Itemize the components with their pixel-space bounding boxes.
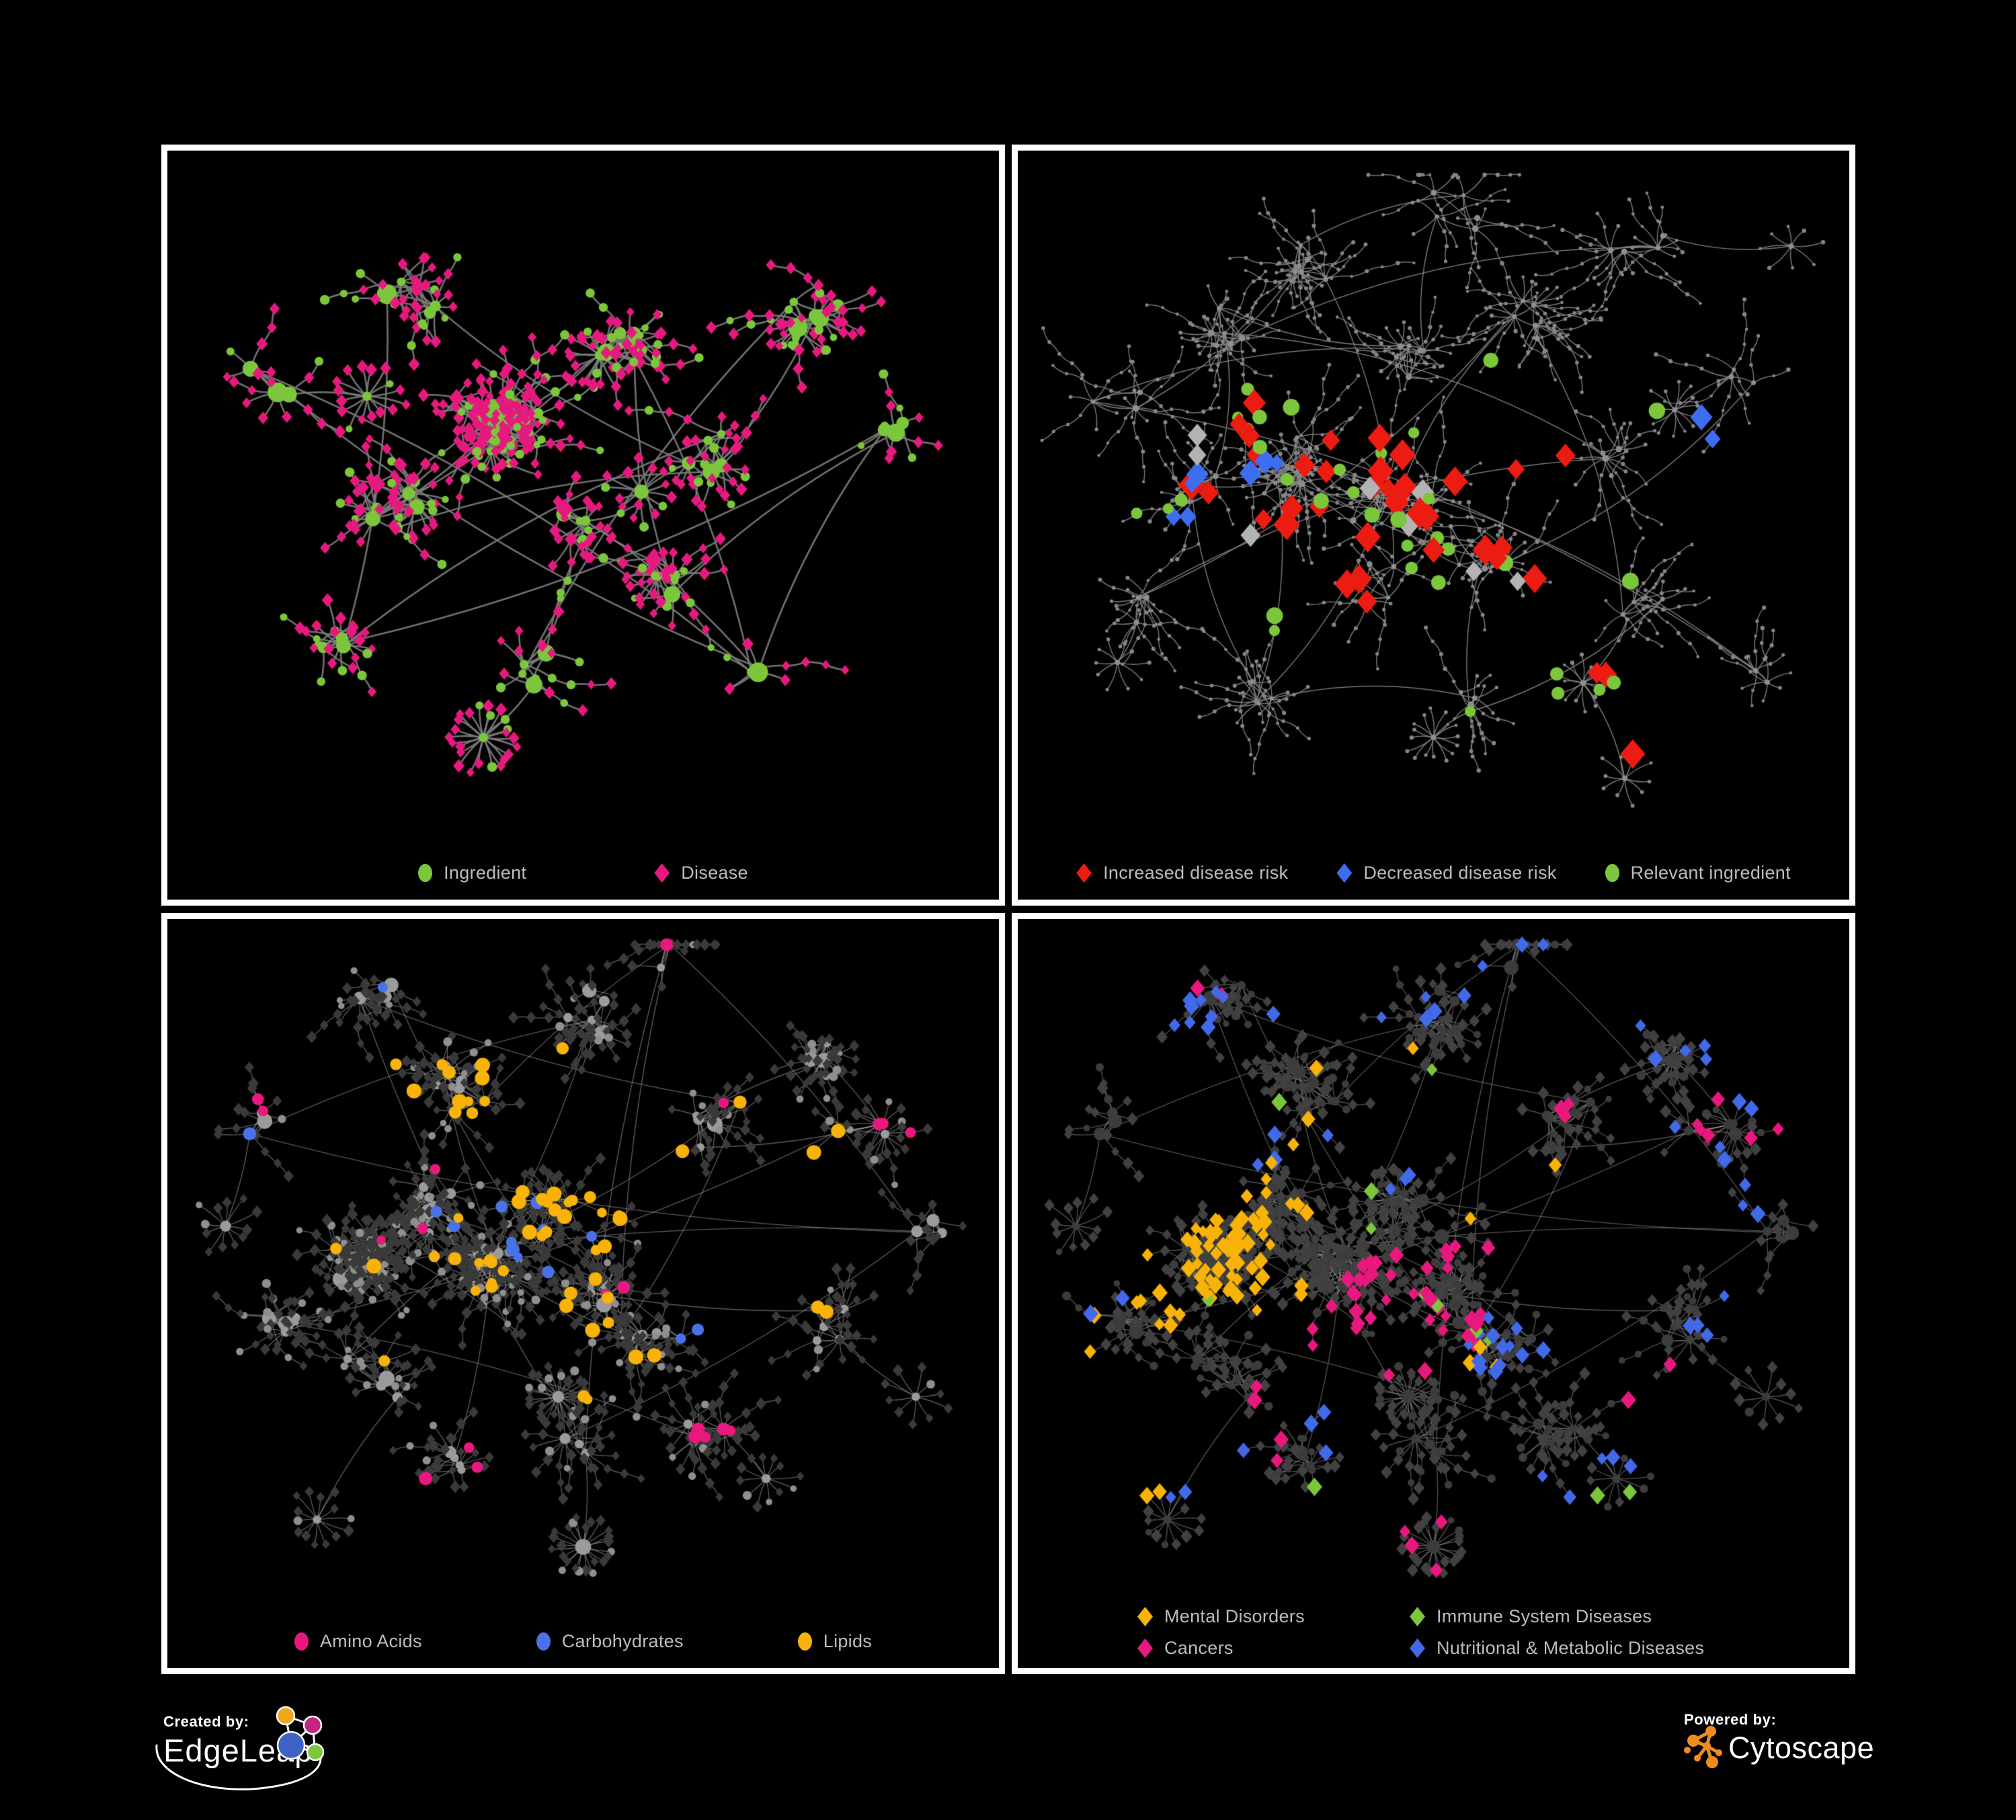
edgeleap-logo-node-green (306, 1743, 325, 1762)
legend-item: Carbohydrates (536, 1631, 684, 1652)
legend-1: Ingredient Disease (167, 863, 999, 883)
created-by-label: Created by: (163, 1713, 249, 1730)
diamond-marker (1076, 863, 1092, 883)
legend-item: Nutritional & Metabolic Diseases (1410, 1638, 1704, 1659)
edgeleap-logo (276, 1706, 325, 1762)
network-panel-ingredient-disease: Ingredient Disease (161, 145, 1005, 906)
network-canvas-3[interactable] (167, 919, 999, 1601)
legend-item: Relevant ingredient (1605, 863, 1791, 883)
edgeleap-logo-node-pink (303, 1715, 323, 1735)
legend-label: Carbohydrates (561, 1631, 684, 1651)
legend-label: Lipids (823, 1631, 873, 1651)
legend-item: Immune System Diseases (1410, 1606, 1704, 1627)
network-panel-disease-class: Mental Disorders Immune System Diseases Ca… (1012, 913, 1855, 1674)
circle-marker (536, 1632, 551, 1651)
legend-item: Increased disease risk (1076, 863, 1288, 883)
legend-2: Increased disease risk Decreased disease … (1018, 863, 1849, 883)
network-canvas-2[interactable] (1018, 151, 1849, 833)
legend-item: Mental Disorders (1137, 1606, 1410, 1627)
diamond-marker (1137, 1607, 1153, 1626)
legend-label: Mental Disorders (1164, 1606, 1305, 1626)
circle-marker (1605, 864, 1619, 882)
diamond-marker (1410, 1638, 1425, 1658)
network-canvas-4[interactable] (1018, 919, 1849, 1601)
legend-label: Ingredient (444, 863, 527, 883)
legend-item: Amino Acids (294, 1631, 422, 1652)
legend-item: Cancers (1137, 1638, 1410, 1659)
cytoscape-brand-name: Cytoscape (1728, 1731, 1875, 1765)
diamond-marker (654, 863, 670, 883)
legend-label: Amino Acids (319, 1631, 422, 1651)
legend-item: Ingredient (418, 863, 526, 883)
legend-4: Mental Disorders Immune System Diseases Ca… (1018, 1606, 1849, 1659)
edgeleap-logo-node-orange (276, 1706, 296, 1726)
legend-item: Lipids (797, 1631, 873, 1652)
cytoscape-credit: Powered by: (1684, 1711, 1926, 1798)
diamond-marker (1410, 1607, 1425, 1626)
circle-marker (294, 1632, 309, 1651)
circle-marker (418, 864, 433, 882)
legend-label: Decreased disease risk (1363, 863, 1557, 883)
network-panel-ingredient-class: Amino Acids Carbohydrates Lipids (161, 913, 1005, 1674)
legend-label: Relevant ingredient (1630, 863, 1791, 883)
legend-item: Decreased disease risk (1336, 863, 1556, 883)
edgeleap-credit: Created by: EdgeLeap (155, 1706, 419, 1820)
circle-marker (797, 1632, 812, 1651)
legend-label: Increased disease risk (1103, 863, 1289, 883)
legend-item: Disease (654, 863, 748, 883)
legend-3: Amino Acids Carbohydrates Lipids (167, 1631, 999, 1652)
diamond-marker (1137, 1638, 1153, 1658)
network-panel-disease-risk: Increased disease risk Decreased disease … (1012, 145, 1855, 906)
cytoscape-logo (1684, 1726, 1722, 1768)
diamond-marker (1336, 863, 1353, 883)
network-canvas-1[interactable] (167, 151, 999, 833)
edgeleap-logo-node-blue (276, 1731, 306, 1760)
legend-label: Disease (681, 863, 748, 883)
legend-label: Cancers (1164, 1638, 1234, 1658)
legend-label: Immune System Diseases (1437, 1606, 1652, 1626)
legend-label: Nutritional & Metabolic Diseases (1437, 1638, 1705, 1658)
powered-by-label: Powered by: (1684, 1711, 1777, 1728)
